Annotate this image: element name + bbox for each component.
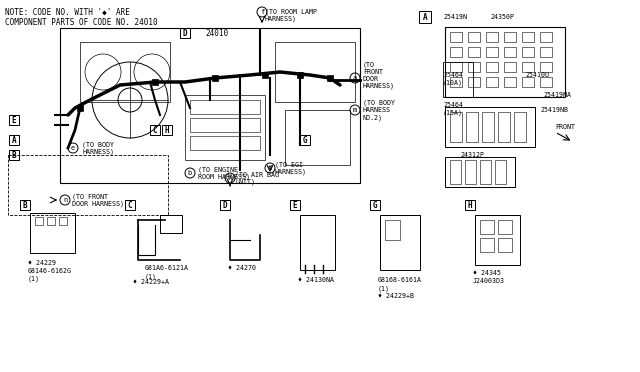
Text: b: b	[188, 170, 192, 176]
Text: FRONT: FRONT	[555, 124, 575, 130]
Text: ♦ 24130NA: ♦ 24130NA	[298, 277, 334, 283]
Text: (TO BODY
HARNESS): (TO BODY HARNESS)	[82, 141, 114, 155]
Text: (TO EGI
HARNESS): (TO EGI HARNESS)	[275, 161, 307, 175]
FancyBboxPatch shape	[152, 79, 158, 85]
Text: 08168-6161A: 08168-6161A	[378, 277, 422, 283]
Text: B: B	[12, 151, 16, 160]
Text: n: n	[63, 197, 67, 203]
Text: m: m	[353, 107, 357, 113]
Text: 24350P: 24350P	[490, 14, 514, 20]
Text: (TO ROOM LAMP
HARNESS): (TO ROOM LAMP HARNESS)	[265, 8, 317, 22]
Text: h: h	[228, 175, 232, 181]
Text: B: B	[22, 201, 28, 209]
Text: H: H	[468, 201, 472, 209]
Text: 25419NB: 25419NB	[540, 107, 568, 113]
Text: 25410U: 25410U	[525, 72, 549, 78]
Text: E: E	[292, 201, 298, 209]
Text: 081A6-6121A: 081A6-6121A	[145, 265, 189, 271]
Text: ♦ 24270: ♦ 24270	[228, 265, 256, 271]
FancyBboxPatch shape	[212, 75, 218, 81]
Text: 24010: 24010	[205, 29, 228, 38]
Text: f: f	[260, 9, 264, 15]
Text: (TO FRONT
DOOR HARNESS): (TO FRONT DOOR HARNESS)	[72, 193, 124, 207]
Text: D: D	[223, 201, 227, 209]
Text: 25464
(10A): 25464 (10A)	[443, 72, 463, 86]
Text: (1): (1)	[28, 276, 40, 282]
Text: J24003D3: J24003D3	[473, 278, 505, 284]
Text: 08146-6162G: 08146-6162G	[28, 268, 72, 274]
Text: (TO
FRONT
DOOR
HARNESS): (TO FRONT DOOR HARNESS)	[363, 61, 395, 89]
Text: C: C	[128, 201, 132, 209]
Text: ♦ 24229+A: ♦ 24229+A	[133, 279, 169, 285]
Text: NOTE: CODE NO. WITH '◆' ARE
COMPONENT PARTS OF CODE NO. 24010: NOTE: CODE NO. WITH '◆' ARE COMPONENT PA…	[5, 8, 157, 28]
Text: E: E	[12, 115, 16, 125]
Text: D: D	[182, 29, 188, 38]
FancyBboxPatch shape	[327, 75, 333, 81]
Text: 25419NA: 25419NA	[543, 92, 571, 98]
Text: (TO AIR BAG
UNIT): (TO AIR BAG UNIT)	[235, 171, 279, 185]
Text: (TO BODY
HARNESS
NO.2): (TO BODY HARNESS NO.2)	[363, 99, 395, 121]
Text: A: A	[422, 13, 428, 22]
Text: ♦ 24229+B: ♦ 24229+B	[378, 293, 414, 299]
Text: (1): (1)	[378, 285, 390, 292]
Text: A: A	[12, 135, 16, 144]
Text: e: e	[71, 145, 75, 151]
Text: (1): (1)	[145, 273, 157, 279]
Text: G: G	[303, 135, 307, 144]
Text: G: G	[372, 201, 378, 209]
FancyBboxPatch shape	[297, 72, 303, 78]
Text: 24312P: 24312P	[460, 152, 484, 158]
Text: 25419N: 25419N	[443, 14, 467, 20]
Text: d: d	[268, 165, 272, 171]
Text: H: H	[164, 125, 170, 135]
Text: 25464
(15A): 25464 (15A)	[443, 102, 463, 115]
FancyBboxPatch shape	[262, 72, 268, 78]
Text: a: a	[353, 75, 357, 81]
FancyBboxPatch shape	[77, 105, 83, 111]
Text: ♦ 24345: ♦ 24345	[473, 270, 501, 276]
Text: C: C	[153, 125, 157, 135]
Text: (TO ENGINE
ROOM HARNESS): (TO ENGINE ROOM HARNESS)	[198, 166, 250, 180]
Text: ♦ 24229: ♦ 24229	[28, 260, 56, 266]
